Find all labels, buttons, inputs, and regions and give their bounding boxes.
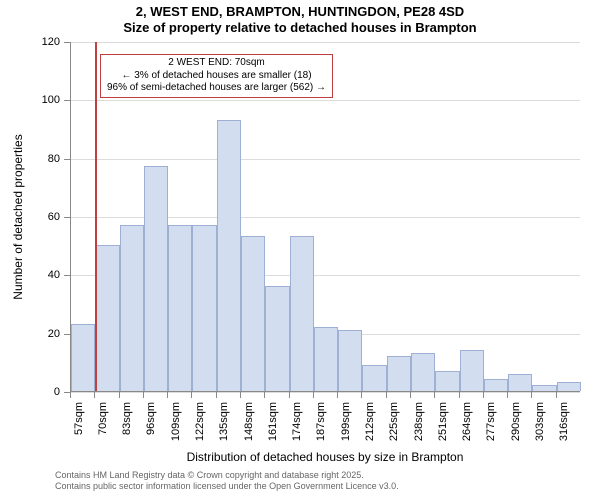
histogram-bar xyxy=(120,225,144,391)
x-tick-label: 238sqm xyxy=(413,402,425,441)
x-tick-label: 303sqm xyxy=(534,402,546,441)
histogram-bar xyxy=(362,365,386,391)
histogram-bar xyxy=(338,330,362,391)
x-tick xyxy=(483,392,484,398)
histogram-bar xyxy=(144,166,168,391)
x-tick xyxy=(216,392,217,398)
x-tick xyxy=(556,392,557,398)
y-tick-label: 20 xyxy=(0,328,60,340)
histogram-bar xyxy=(290,236,314,391)
x-tick xyxy=(434,392,435,398)
x-tick-label: 277sqm xyxy=(485,402,497,441)
histogram-bar xyxy=(557,382,581,391)
x-tick-label: 251sqm xyxy=(437,402,449,441)
x-tick-label: 187sqm xyxy=(315,402,327,441)
y-tick xyxy=(64,159,70,160)
y-tick-label: 120 xyxy=(0,36,60,48)
y-tick xyxy=(64,42,70,43)
histogram-bar xyxy=(387,356,411,391)
y-tick-label: 60 xyxy=(0,211,60,223)
x-tick-label: 109sqm xyxy=(170,402,182,441)
histogram-bar xyxy=(484,379,508,391)
histogram-bar xyxy=(71,324,95,391)
x-tick xyxy=(167,392,168,398)
histogram-bar xyxy=(411,353,435,391)
x-tick-label: 83sqm xyxy=(121,402,133,435)
x-tick xyxy=(410,392,411,398)
histogram-bar xyxy=(168,225,192,391)
y-tick xyxy=(64,275,70,276)
annotation-line: 2 WEST END: 70sqm xyxy=(107,57,326,70)
x-tick xyxy=(289,392,290,398)
x-axis-label: Distribution of detached houses by size … xyxy=(187,450,464,464)
x-tick xyxy=(361,392,362,398)
x-tick xyxy=(459,392,460,398)
y-axis-label: Number of detached properties xyxy=(11,134,25,299)
x-tick-label: 70sqm xyxy=(97,402,109,435)
x-tick xyxy=(94,392,95,398)
footnote-line2: Contains public sector information licen… xyxy=(55,481,399,492)
y-tick xyxy=(64,100,70,101)
x-tick-label: 161sqm xyxy=(267,402,279,441)
footnote-line1: Contains HM Land Registry data © Crown c… xyxy=(55,470,364,481)
x-tick xyxy=(143,392,144,398)
chart-title-line1: 2, WEST END, BRAMPTON, HUNTINGDON, PE28 … xyxy=(0,4,600,19)
x-tick xyxy=(264,392,265,398)
x-tick-label: 122sqm xyxy=(194,402,206,441)
grid-line xyxy=(71,392,580,393)
histogram-bar xyxy=(265,286,289,391)
x-tick xyxy=(70,392,71,398)
grid-line xyxy=(71,100,580,101)
x-tick-label: 96sqm xyxy=(145,402,157,435)
x-tick-label: 174sqm xyxy=(291,402,303,441)
histogram-bar xyxy=(460,350,484,391)
x-tick xyxy=(386,392,387,398)
x-tick-label: 316sqm xyxy=(558,402,570,441)
x-tick xyxy=(507,392,508,398)
x-tick xyxy=(313,392,314,398)
x-tick xyxy=(531,392,532,398)
x-tick-label: 199sqm xyxy=(340,402,352,441)
y-tick-label: 0 xyxy=(0,386,60,398)
histogram-bar xyxy=(192,225,216,391)
y-tick-label: 40 xyxy=(0,269,60,281)
annotation-line: 96% of semi-detached houses are larger (… xyxy=(107,82,326,95)
x-tick-label: 225sqm xyxy=(388,402,400,441)
histogram-bar xyxy=(508,374,532,392)
x-tick xyxy=(337,392,338,398)
grid-line xyxy=(71,42,580,43)
y-tick-label: 100 xyxy=(0,94,60,106)
x-tick-label: 148sqm xyxy=(243,402,255,441)
chart-title-line2: Size of property relative to detached ho… xyxy=(0,20,600,35)
x-tick-label: 264sqm xyxy=(461,402,473,441)
annotation-box: 2 WEST END: 70sqm← 3% of detached houses… xyxy=(100,54,333,98)
reference-line xyxy=(95,42,97,391)
x-tick xyxy=(191,392,192,398)
histogram-bar xyxy=(314,327,338,391)
x-tick xyxy=(240,392,241,398)
x-tick-label: 135sqm xyxy=(218,402,230,441)
x-tick-label: 290sqm xyxy=(510,402,522,441)
histogram-bar xyxy=(95,245,119,391)
histogram-bar xyxy=(532,385,556,391)
histogram-bar xyxy=(435,371,459,391)
x-tick-label: 57sqm xyxy=(73,402,85,435)
annotation-line: ← 3% of detached houses are smaller (18) xyxy=(107,70,326,83)
histogram-bar xyxy=(241,236,265,391)
y-tick xyxy=(64,217,70,218)
x-tick-label: 212sqm xyxy=(364,402,376,441)
x-tick xyxy=(119,392,120,398)
histogram-bar xyxy=(217,120,241,391)
grid-line xyxy=(71,159,580,160)
y-tick xyxy=(64,334,70,335)
y-tick-label: 80 xyxy=(0,153,60,165)
